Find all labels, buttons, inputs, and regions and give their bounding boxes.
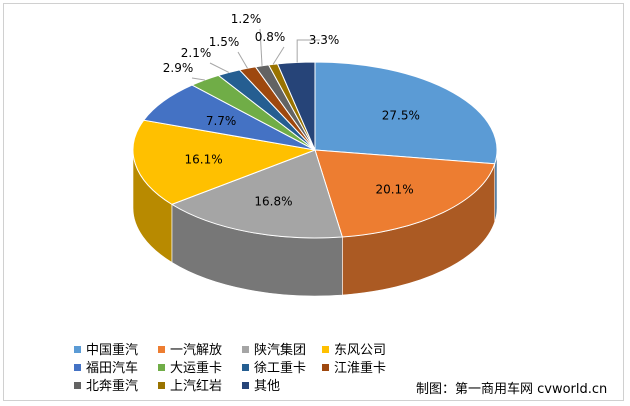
legend-item: 中国重汽 (74, 343, 138, 359)
legend-label: 北奔重汽 (86, 379, 139, 394)
pie-slice-10 (276, 61, 316, 151)
legend-swatch (158, 382, 165, 389)
data-label-8: 1.2% (231, 12, 262, 26)
legend-label: 江淮重卡 (334, 361, 387, 376)
legend-label: 一汽解放 (170, 343, 223, 358)
legend-item: 福田汽车 (74, 361, 138, 377)
legend-item: 江淮重卡 (322, 361, 386, 377)
leader-line-7 (237, 51, 248, 69)
data-label-2: 16.8% (254, 195, 292, 209)
legend-item: 其他 (242, 379, 280, 395)
data-labels: 27.5% 20.1% 16.8% 16.1% 7.7% 2.9%2.1%1.5% 1.2%… (163, 12, 420, 209)
pie-slice-3 (132, 119, 317, 205)
legend-swatch (322, 346, 329, 353)
legend-label: 上汽红岩 (170, 379, 223, 394)
data-label-4: 7.7% (206, 114, 237, 128)
legend-item: 徐工重卡 (242, 361, 306, 377)
legend-label: 福田汽车 (86, 361, 139, 376)
legend-swatch (74, 364, 81, 371)
pie-slice-2 (170, 149, 344, 239)
legend-label: 大运重卡 (170, 361, 223, 376)
data-label-1: 20.1% (375, 183, 413, 197)
legend-item: 北奔重汽 (74, 379, 138, 395)
leader-lines (191, 28, 320, 81)
legend-label: 中国重汽 (86, 343, 139, 358)
leader-line-9 (272, 46, 285, 65)
data-label-5: 2.9% (163, 61, 194, 75)
legend-item: 上汽红岩 (158, 379, 222, 395)
legend-label: 陕汽集团 (254, 343, 307, 358)
legend-item: 陕汽集团 (242, 343, 306, 359)
legend-swatch (322, 364, 329, 371)
data-label-0: 27.5% (382, 109, 420, 123)
data-label-10: 3.3% (309, 33, 340, 47)
pie-slice-0 (314, 61, 498, 165)
data-label-7: 1.5% (209, 35, 240, 49)
data-label-6: 2.1% (181, 46, 212, 60)
leader-line-8 (259, 28, 263, 66)
legend-swatch (242, 382, 249, 389)
legend-swatch (74, 382, 81, 389)
legend-item: 东风公司 (322, 343, 386, 359)
data-label-9: 0.8% (255, 30, 286, 44)
legend-item: 一汽解放 (158, 343, 222, 359)
legend-item: 大运重卡 (158, 361, 222, 377)
legend-swatch (242, 346, 249, 353)
leader-line-6 (209, 62, 230, 73)
leader-line-5 (191, 77, 205, 81)
legend-label: 东风公司 (334, 343, 387, 358)
legend-swatch (74, 346, 81, 353)
source-note: 制图：第一商用车网 cvworld.cn (416, 382, 608, 397)
pie-slices (132, 61, 498, 239)
legend-label: 其他 (254, 379, 281, 394)
legend-swatch (158, 346, 165, 353)
leader-line-10 (296, 39, 320, 63)
legend-swatch (242, 364, 249, 371)
data-label-3: 16.1% (185, 153, 223, 167)
legend-label: 徐工重卡 (254, 361, 307, 376)
pie-slice-1 (314, 149, 496, 238)
legend-swatch (158, 364, 165, 371)
